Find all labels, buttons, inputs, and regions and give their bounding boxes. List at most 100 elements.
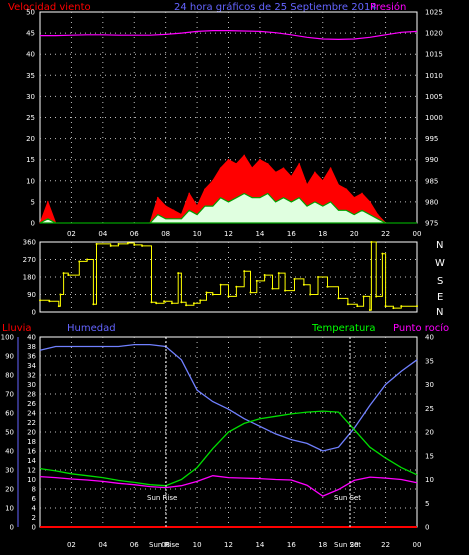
wind-gust-point	[376, 213, 379, 216]
temperature-line	[39, 410, 418, 487]
rain-y-tick-label: 18	[27, 438, 36, 446]
rain-y-tick-label: 30	[27, 381, 36, 389]
sun-markers: Sun Rise Sun Set Sun Rise Sun Set	[147, 337, 361, 549]
wind-y-tick-label: 10	[26, 177, 35, 185]
wind-gust-point	[219, 167, 222, 169]
wind-x-tick-label: 00	[413, 230, 422, 238]
wind-direction-point	[370, 241, 373, 243]
sunset-label: Sun Set	[334, 494, 361, 502]
wind-direction-point	[126, 241, 129, 244]
rain-y-tick-label: 0	[32, 524, 36, 532]
humidity-x-tick-label: 14	[255, 541, 264, 549]
rain-y-tick-label: 40	[27, 334, 36, 342]
wind-direction-point	[92, 303, 95, 306]
wind-direction-point	[177, 272, 180, 275]
wind-direction-point	[227, 295, 230, 298]
wind-direction-point	[67, 274, 70, 277]
temperature-y-tick-label: 0	[425, 524, 429, 532]
wind-direction-point	[95, 242, 98, 245]
wind-gust-point	[157, 196, 159, 199]
wind-x-tick-label: 06	[130, 230, 139, 238]
wind-direction-point	[381, 252, 384, 255]
wind-direction-point	[86, 258, 89, 261]
wind-gust-point	[274, 171, 277, 174]
wind-direction-point	[326, 285, 329, 288]
wind-direction-point	[39, 299, 41, 302]
direction-letters: N W S E N	[435, 240, 445, 318]
wind-direction-point	[271, 287, 274, 290]
humidity-x-tick-label: 16	[287, 541, 296, 549]
humidity-x-tick-label: 06	[130, 541, 139, 549]
dir-letter-n2: N	[436, 307, 443, 318]
pressure-line	[40, 30, 418, 41]
rain-y-tick-label: 22	[27, 419, 36, 427]
wind-gust-point	[361, 192, 363, 195]
wind-direction-point	[62, 272, 65, 275]
direction-y-tick-label: 270	[23, 256, 36, 264]
humidity-y-tick-label: 20	[5, 486, 14, 494]
pressure-y-tick-label: 1025	[425, 9, 443, 17]
wind-direction-point	[109, 244, 112, 247]
wind-direction-point	[205, 291, 208, 294]
wind-direction-point	[192, 302, 195, 305]
dewpoint-line	[39, 475, 418, 497]
humidity-x-tick-label: 08	[161, 541, 170, 549]
rain-y-tick-label: 26	[27, 400, 36, 408]
humidity-y-tick-label: 80	[5, 372, 14, 380]
direction-y-tick-label: 180	[23, 274, 36, 282]
wind-gust-point	[353, 196, 355, 199]
wind-direction-point	[199, 299, 202, 302]
wind-gust-point	[164, 205, 167, 207]
wind-y-tick-label: 45	[26, 30, 35, 38]
rain-y-tick-label: 38	[27, 343, 36, 351]
humidity-x-tick-label: 20	[350, 541, 359, 549]
wind-gust-point	[235, 163, 238, 165]
humidity-x-tick-label: 18	[318, 541, 327, 549]
humidity-label: Humedad	[67, 323, 116, 334]
wind-direction-point	[416, 305, 418, 308]
wind-x-tick-label: 16	[287, 230, 296, 238]
wind-x-tick-label: 20	[350, 230, 359, 238]
wind-x-tick-label: 10	[193, 230, 202, 238]
wind-direction-point	[249, 291, 252, 294]
wind-gust-point	[188, 192, 191, 195]
temperature-y-tick-label: 15	[425, 452, 434, 460]
wind-x-tick-label: 22	[381, 230, 390, 238]
humidity-y-tick-label: 50	[5, 429, 14, 437]
wind-gust-point	[306, 184, 308, 186]
wind-gust-point	[227, 158, 230, 161]
wind-gust-point	[196, 205, 198, 207]
wind-direction-point	[180, 301, 183, 304]
wind-direction-point	[392, 307, 395, 310]
chart-date-title: 24 hora gráficos de 25 Septiembre 2014	[174, 1, 377, 13]
wind-direction-point	[219, 283, 222, 286]
wind-gust-point	[47, 201, 49, 203]
wind-direction-point	[277, 272, 280, 275]
humidity-y-tick-label: 100	[1, 334, 14, 342]
wind-y-tick-label: 30	[26, 93, 35, 101]
dir-letter-w: W	[435, 258, 445, 269]
wind-direction-point	[133, 243, 136, 246]
wind-y-tick-label: 40	[26, 51, 35, 59]
wind-direction-point	[211, 293, 214, 296]
rain-y-tick-label: 6	[32, 495, 37, 503]
wind-y-tick-label: 50	[26, 9, 35, 17]
humidity-y-tick-label: 0	[10, 524, 14, 532]
wind-gust-point	[290, 175, 293, 178]
plot-series	[39, 30, 418, 528]
humidity-x-tick-label: 12	[224, 541, 233, 549]
wind-direction-point	[375, 295, 378, 298]
wind-direction-point	[141, 244, 144, 247]
temperature-y-tick-label: 35	[425, 357, 434, 365]
rain-y-tick-label: 4	[32, 505, 37, 513]
direction-y-tick-label: 0	[32, 309, 36, 317]
rain-y-tick-label: 24	[27, 410, 36, 418]
rain-y-tick-label: 32	[27, 372, 36, 380]
wind-direction-point	[337, 297, 340, 300]
pressure-title: Presión	[370, 1, 406, 13]
dir-letter-e: E	[437, 292, 443, 303]
wind-direction-point	[185, 304, 188, 307]
humidity-y-tick-label: 60	[5, 410, 14, 418]
wind-direction-point	[263, 274, 266, 277]
wind-gust-point	[259, 158, 261, 161]
